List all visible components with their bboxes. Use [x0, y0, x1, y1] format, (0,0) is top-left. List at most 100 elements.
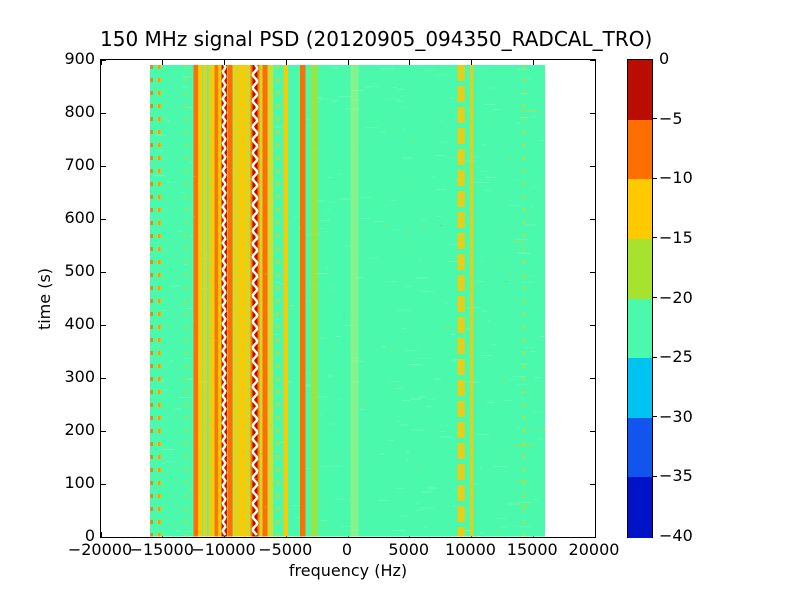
noise-dash [186, 107, 198, 109]
noise-dash [450, 157, 462, 159]
colorbar-tick-label: −15 [659, 227, 693, 247]
speckle [244, 190, 247, 192]
noise-dash [298, 227, 302, 229]
noise-dash [518, 69, 528, 71]
speckle [385, 225, 388, 227]
noise-dash [295, 517, 301, 519]
noise-dash [363, 86, 374, 88]
noise-dash [169, 285, 181, 287]
noise-dash [187, 378, 201, 380]
speckle [335, 458, 339, 460]
noise-dash [530, 351, 537, 353]
speckle [255, 159, 259, 161]
speckle [322, 501, 326, 503]
noise-dash [467, 307, 482, 309]
colorbar-band [628, 179, 652, 240]
x-axis-tick-top [224, 60, 225, 65]
speckle [477, 315, 481, 317]
speckle [474, 490, 477, 492]
noise-dash [426, 399, 436, 401]
noise-dash [484, 190, 491, 192]
noise-dash [326, 209, 332, 211]
noise-dash [381, 346, 386, 348]
noise-dash [425, 69, 434, 71]
colorbar-tick [653, 297, 657, 298]
speckle [180, 347, 182, 349]
speckle [264, 506, 267, 508]
noise-dash [527, 275, 538, 277]
speckle [534, 191, 537, 193]
noise-dash [155, 175, 166, 177]
noise-dash [372, 85, 381, 87]
y-axis-tick-left [101, 112, 106, 114]
colorbar-tick [653, 118, 657, 120]
speckle [333, 348, 336, 350]
speckle [426, 391, 429, 393]
speckle [248, 185, 250, 187]
colorbar-band [628, 60, 652, 121]
noise-dash [540, 140, 546, 142]
y-axis-tick-label: 500 [64, 261, 95, 280]
noise-dash [389, 440, 395, 442]
speckle [469, 127, 472, 129]
noise-dash [440, 141, 449, 143]
speckle [154, 261, 157, 263]
x-axis-tick-bottom [100, 532, 102, 537]
colorbar-band [628, 477, 652, 538]
y-axis-tick-label: 600 [64, 208, 95, 227]
noise-dash [441, 120, 444, 122]
y-axis-tick-right [590, 218, 595, 220]
x-axis-tick-top [285, 60, 287, 65]
noise-dash [436, 189, 447, 191]
y-axis-tick-left [101, 218, 106, 220]
noise-dash [384, 205, 390, 207]
noise-dash [487, 87, 494, 89]
noise-dash [436, 155, 446, 157]
speckle [440, 225, 443, 227]
speckle [193, 176, 197, 178]
y-axis-tick-left [101, 536, 106, 538]
noise-dash [323, 231, 328, 233]
noise-dash [474, 156, 480, 158]
noise-dash [304, 300, 314, 302]
colorbar-band [628, 119, 652, 180]
noise-dash [543, 321, 546, 323]
noise-dash [493, 495, 497, 497]
noise-dash [449, 261, 461, 263]
streak [515, 481, 530, 483]
noise-dash [416, 277, 430, 279]
noise-dash [519, 93, 529, 95]
speckle [390, 351, 393, 353]
noise-dash [544, 326, 546, 328]
noise-dash [279, 283, 285, 285]
noise-dash [169, 360, 174, 362]
speckle [510, 273, 512, 275]
noise-dash [158, 389, 169, 391]
noise-dash [155, 135, 167, 137]
plot-area [100, 59, 596, 538]
noise-dash [393, 229, 401, 231]
speckle [397, 384, 399, 386]
x-axis-tick-label: −15000 [129, 540, 194, 559]
noise-dash [335, 466, 343, 468]
speckle [521, 454, 524, 456]
noise-dash [534, 377, 540, 379]
x-axis-tick-top [532, 60, 534, 65]
speckle [214, 340, 217, 342]
speckle [165, 120, 167, 122]
x-axis-label: frequency (Hz) [288, 561, 408, 580]
colorbar-tick [653, 177, 657, 179]
speckle [317, 231, 320, 233]
noise-dash [393, 530, 407, 532]
y-axis-tick-left [101, 271, 106, 273]
speckle [194, 216, 196, 218]
noise-dash [412, 364, 426, 366]
noise-dash [186, 531, 200, 533]
speckle [523, 464, 527, 466]
noise-dash [174, 408, 183, 410]
y-axis-tick-label: 400 [64, 314, 95, 333]
noise-dash [478, 171, 491, 173]
y-axis-tick-label: 800 [64, 102, 95, 121]
noise-dash [421, 507, 435, 509]
speckle [449, 474, 451, 476]
